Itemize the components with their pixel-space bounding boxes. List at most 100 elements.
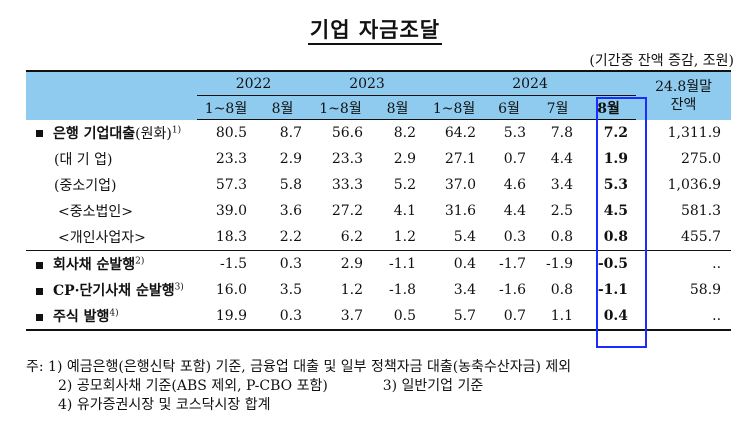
current-month-cell: -1.1 — [597, 282, 629, 298]
row-label-text: <개인사업자> — [58, 230, 146, 246]
value-cell: 33.3 — [331, 177, 364, 193]
value-cell: 1.1 — [534, 303, 582, 331]
value-cell: 2.9 — [279, 151, 303, 167]
row-footnote-mark: 3) — [174, 282, 184, 293]
row-label-text: (대 기 업) — [54, 152, 113, 168]
value-cell: -1.9 — [534, 250, 582, 277]
current-month-cell: 0.8 — [603, 229, 629, 245]
value-cell: 3.7 — [310, 303, 372, 331]
value-cell: 7.8 — [550, 125, 574, 141]
row-label-text: (중소기업) — [54, 178, 117, 194]
value-cell: 57.3 — [215, 177, 247, 193]
header-sub: 1~8월 — [197, 95, 255, 120]
header-sub: 8월 — [255, 95, 311, 120]
value-cell: 23.3 — [215, 151, 247, 167]
value-cell: 80.5 — [215, 125, 247, 141]
row-label: 회사채 순발행2) — [26, 250, 197, 277]
header-sub: 1~8월 — [310, 95, 372, 120]
bullet-square-icon — [36, 313, 43, 321]
value-cell: -1.5 — [197, 250, 255, 277]
row-label-text: 주식 발행 — [53, 309, 110, 325]
value-cell: 39.0 — [215, 203, 247, 219]
current-month-cell: -0.5 — [581, 250, 637, 277]
value-cell: 0.4 — [424, 250, 485, 277]
bullet-square-icon — [36, 287, 43, 295]
balance-cell: 1,311.9 — [667, 124, 722, 141]
value-cell: 4.6 — [503, 177, 527, 193]
value-cell: 0.3 — [255, 250, 311, 277]
footnote-3: 3) 일반기업 기준 — [382, 378, 484, 394]
row-label: (대 기 업) — [26, 146, 197, 172]
value-cell: 0.5 — [371, 303, 425, 331]
balance-cell: 581.3 — [680, 203, 722, 219]
value-cell: -1.1 — [371, 250, 425, 277]
value-cell: 5.8 — [279, 177, 303, 193]
table-row: 회사채 순발행2) -1.5 0.3 2.9 -1.1 0.4 -1.7 -1.9 -0.5.. — [26, 250, 732, 277]
value-cell: 16.0 — [215, 282, 247, 298]
value-cell: 37.0 — [444, 177, 477, 193]
value-cell: 56.6 — [331, 125, 364, 141]
balance-cell: 455.7 — [680, 229, 722, 245]
value-cell: 1.2 — [340, 282, 364, 298]
header-sub: 8월 — [371, 95, 425, 120]
header-balance: 24.8월말 잔액 — [636, 70, 732, 120]
row-footnote-mark: 1) — [171, 125, 182, 136]
header-year-2024: 2024 — [424, 70, 637, 96]
value-cell: -1.7 — [484, 250, 535, 277]
value-cell: 6.2 — [340, 229, 364, 245]
value-cell: 8.2 — [393, 125, 417, 141]
current-month-cell: 7.2 — [603, 125, 629, 141]
value-cell: 23.3 — [331, 151, 364, 167]
table-row: 주식 발행4) 19.9 0.3 3.7 0.5 5.7 0.7 1.1 0.4.. — [26, 303, 732, 331]
funding-table: 2022 2023 2024 24.8월말 잔액 1~8월 8월 1~8월 8월… — [26, 70, 732, 331]
current-month-cell: 0.4 — [581, 303, 637, 331]
table-row: <중소법인> 39.0 3.6 27.2 4.1 31.6 4.4 2.5 4.5 581.3 — [26, 198, 731, 224]
row-label-text: 은행 기업대출 — [53, 125, 136, 142]
row-label: 은행 기업대출(원화)1) — [26, 120, 197, 147]
bullet-square-icon — [36, 261, 43, 269]
value-cell: 27.1 — [444, 151, 477, 167]
row-label-text: <중소법인> — [58, 204, 133, 220]
value-cell: 5.3 — [503, 125, 527, 141]
header-year-2023: 2023 — [310, 70, 425, 96]
current-month-cell: 5.3 — [603, 177, 629, 193]
row-label: (중소기업) — [26, 172, 197, 198]
current-month-cell: 1.9 — [603, 151, 629, 167]
value-cell: 27.2 — [331, 203, 364, 219]
balance-cell: .. — [636, 303, 732, 331]
value-cell: 2.9 — [393, 151, 417, 167]
row-label: <개인사업자> — [26, 224, 197, 251]
value-cell: 19.9 — [197, 303, 255, 331]
current-month-cell: 4.5 — [603, 203, 629, 219]
footnote-1: 주: 1) 예금은행(은행신탁 포함) 기준, 금융업 대출 및 일부 정책자금… — [26, 359, 572, 375]
value-cell: -1.8 — [389, 282, 417, 298]
row-footnote-mark: 4) — [109, 308, 119, 319]
table-row: <개인사업자> 18.3 2.2 6.2 1.2 5.4 0.3 0.8 0.8 455.7 — [26, 224, 731, 251]
value-cell: 3.4 — [453, 282, 477, 298]
value-cell: 4.4 — [503, 203, 527, 219]
row-label: 주식 발행4) — [26, 303, 197, 331]
balance-cell: 1,036.9 — [667, 177, 722, 193]
balance-cell: 275.0 — [680, 151, 722, 167]
value-cell: 4.1 — [393, 203, 417, 219]
value-cell: 0.7 — [484, 303, 535, 331]
balance-cell: .. — [636, 250, 732, 277]
value-cell: 3.4 — [550, 177, 574, 193]
value-cell: 0.3 — [255, 303, 311, 331]
row-label-text: CP·단기사채 순발행 — [53, 283, 175, 299]
value-cell: 0.3 — [503, 229, 527, 245]
row-label-text: 회사채 순발행 — [53, 257, 136, 273]
footnote-2-3: 2) 공모회사채 기준(ABS 제외, P-CBO 포함) 3) 일반기업 기준 — [26, 377, 571, 396]
row-label: <중소법인> — [26, 198, 197, 224]
page-title: 기업 자금조달 — [0, 14, 750, 45]
footnotes: 주: 1) 예금은행(은행신탁 포함) 기준, 금융업 대출 및 일부 정책자금… — [26, 358, 571, 415]
table-row: 은행 기업대출(원화)1) 80.5 8.7 56.6 8.2 64.2 5.3 7.8 7.2… — [26, 120, 731, 147]
value-cell: 0.8 — [550, 282, 574, 298]
value-cell: 5.7 — [424, 303, 485, 331]
value-cell: -1.6 — [499, 282, 527, 298]
value-cell: 0.8 — [550, 229, 574, 245]
header-year-2022: 2022 — [197, 70, 311, 96]
footnote-4: 4) 유가증권시장 및 코스닥시장 합계 — [58, 397, 271, 413]
row-footnote-mark: 2) — [135, 256, 145, 267]
footnote-2: 2) 공모회사채 기준(ABS 제외, P-CBO 포함) — [58, 378, 328, 394]
